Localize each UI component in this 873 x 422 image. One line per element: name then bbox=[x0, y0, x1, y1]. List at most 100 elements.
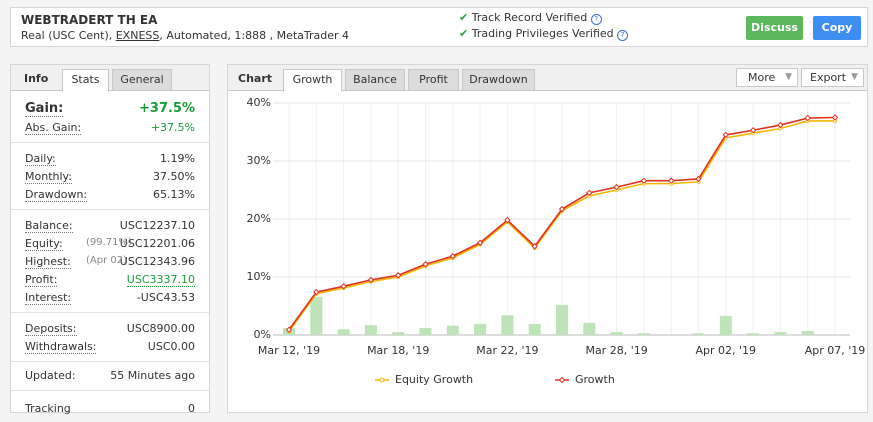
stat-label: Tracking bbox=[25, 402, 71, 415]
volume-bar bbox=[474, 323, 487, 335]
point-marker bbox=[695, 175, 702, 183]
stat-label: Monthly: bbox=[25, 170, 72, 184]
growth-tab[interactable]: Growth bbox=[283, 69, 342, 92]
point-marker bbox=[749, 127, 757, 134]
broker-link[interactable]: EXNESS bbox=[115, 29, 160, 42]
y-tick-label: 20% bbox=[247, 212, 271, 225]
point-marker bbox=[340, 283, 347, 290]
point-marker bbox=[804, 114, 811, 122]
chart-label: Chart bbox=[238, 72, 273, 85]
drawdown-tab[interactable]: Drawdown bbox=[462, 69, 535, 91]
export-label: Export bbox=[810, 71, 847, 84]
volume-bar bbox=[719, 315, 732, 335]
chart-panel: Chart Growth Balance Profit Drawdown Mor… bbox=[227, 64, 868, 413]
volume-bar bbox=[501, 315, 514, 335]
y-tick-label: 0% bbox=[254, 328, 271, 341]
legend-label: Equity Growth bbox=[395, 373, 473, 386]
stat-value: USC3337.10 bbox=[126, 273, 195, 287]
legend-marker bbox=[379, 377, 385, 383]
more-label: More bbox=[748, 71, 776, 84]
stat-label: Drawdown: bbox=[25, 188, 88, 202]
point-marker bbox=[504, 216, 511, 224]
volume-bar bbox=[747, 333, 760, 335]
point-marker bbox=[531, 243, 538, 250]
x-tick-label: Mar 28, '19 bbox=[585, 344, 647, 357]
system-title: WEBTRADERT TH EA bbox=[21, 13, 158, 27]
stat-label: Withdrawals: bbox=[25, 340, 97, 354]
point-marker bbox=[558, 205, 566, 213]
point-marker bbox=[449, 252, 457, 260]
stat-value: USC12237.10 bbox=[119, 219, 195, 232]
legend-label: Growth bbox=[575, 373, 615, 386]
point-marker bbox=[613, 183, 620, 191]
stat-label: Gain: bbox=[25, 101, 64, 117]
verified-text: Track Record Verified bbox=[471, 11, 588, 24]
stat-value: 0 bbox=[188, 402, 195, 415]
y-tick-label: 40% bbox=[247, 96, 271, 109]
separator bbox=[11, 361, 209, 362]
volume-bar bbox=[583, 322, 596, 335]
volume-bar bbox=[610, 332, 623, 335]
y-tick-label: 10% bbox=[247, 270, 271, 283]
volume-bar bbox=[637, 333, 650, 335]
export-menu[interactable]: Export ▼ bbox=[801, 68, 864, 87]
point-marker bbox=[313, 288, 320, 296]
point-marker bbox=[285, 326, 293, 333]
header-panel: WEBTRADERT TH EA Real (USC Cent), EXNESS… bbox=[10, 7, 868, 47]
info-label: Info bbox=[24, 72, 49, 85]
stat-value: 37.50% bbox=[153, 170, 195, 183]
volume-bar bbox=[310, 296, 323, 335]
stat-label: Deposits: bbox=[25, 322, 77, 336]
stat-value: 1.19% bbox=[160, 152, 195, 165]
volume-bar bbox=[692, 333, 705, 335]
separator bbox=[11, 390, 209, 391]
stat-value: 65.13% bbox=[153, 188, 195, 201]
separator bbox=[11, 209, 209, 210]
stat-value: USC0.00 bbox=[147, 340, 195, 353]
point-marker bbox=[777, 121, 784, 129]
more-menu[interactable]: More ▼ bbox=[736, 68, 798, 87]
legend-marker bbox=[558, 376, 566, 384]
verified-text: Trading Privileges Verified bbox=[471, 27, 614, 40]
volume-bar bbox=[774, 332, 787, 335]
stat-value: USC12343.96 bbox=[119, 255, 195, 268]
stat-label: Profit: bbox=[25, 273, 58, 287]
stat-label: Updated: bbox=[25, 369, 76, 382]
info-panel: Info Stats General Gain: +37.5% Abs. Gain:… bbox=[10, 64, 210, 415]
stat-label: Balance: bbox=[25, 219, 73, 233]
x-tick-label: Apr 07, '19 bbox=[805, 344, 866, 357]
stat-value: USC8900.00 bbox=[126, 322, 195, 335]
volume-bar bbox=[364, 325, 377, 335]
info-tabbar bbox=[11, 65, 209, 91]
balance-tab[interactable]: Balance bbox=[345, 69, 405, 91]
y-tick-label: 30% bbox=[247, 154, 271, 167]
stat-note: (Apr 02) bbox=[86, 255, 128, 266]
volume-bar bbox=[419, 328, 432, 335]
account-type: Real (USC Cent), bbox=[21, 29, 113, 42]
general-tab[interactable]: General bbox=[112, 69, 172, 91]
account-details: , Automated, 1:888 , MetaTrader 4 bbox=[159, 29, 350, 42]
copy-button[interactable]: Copy bbox=[813, 16, 861, 40]
point-marker bbox=[831, 114, 839, 121]
stat-value: +37.5% bbox=[139, 101, 195, 116]
stat-value: 55 Minutes ago bbox=[110, 369, 195, 382]
stat-value: +37.5% bbox=[150, 121, 195, 134]
volume-bar bbox=[801, 330, 814, 335]
discuss-button[interactable]: Discuss bbox=[746, 16, 803, 40]
volume-bar bbox=[528, 323, 541, 335]
separator bbox=[11, 142, 209, 143]
stat-value: -USC43.53 bbox=[136, 291, 195, 304]
verified-2: ✔ Trading Privileges Verified ? bbox=[459, 27, 629, 41]
separator bbox=[11, 312, 209, 313]
x-tick-label: Apr 02, '19 bbox=[696, 344, 757, 357]
stat-value: USC12201.06 bbox=[119, 237, 195, 250]
x-tick-label: Mar 12, '19 bbox=[258, 344, 320, 357]
point-marker bbox=[667, 177, 675, 184]
point-marker bbox=[367, 276, 375, 284]
profit-tab[interactable]: Profit bbox=[408, 69, 459, 91]
stats-tab[interactable]: Stats bbox=[62, 69, 109, 92]
x-tick-label: Mar 22, '19 bbox=[476, 344, 538, 357]
stat-label: Interest: bbox=[25, 291, 72, 305]
